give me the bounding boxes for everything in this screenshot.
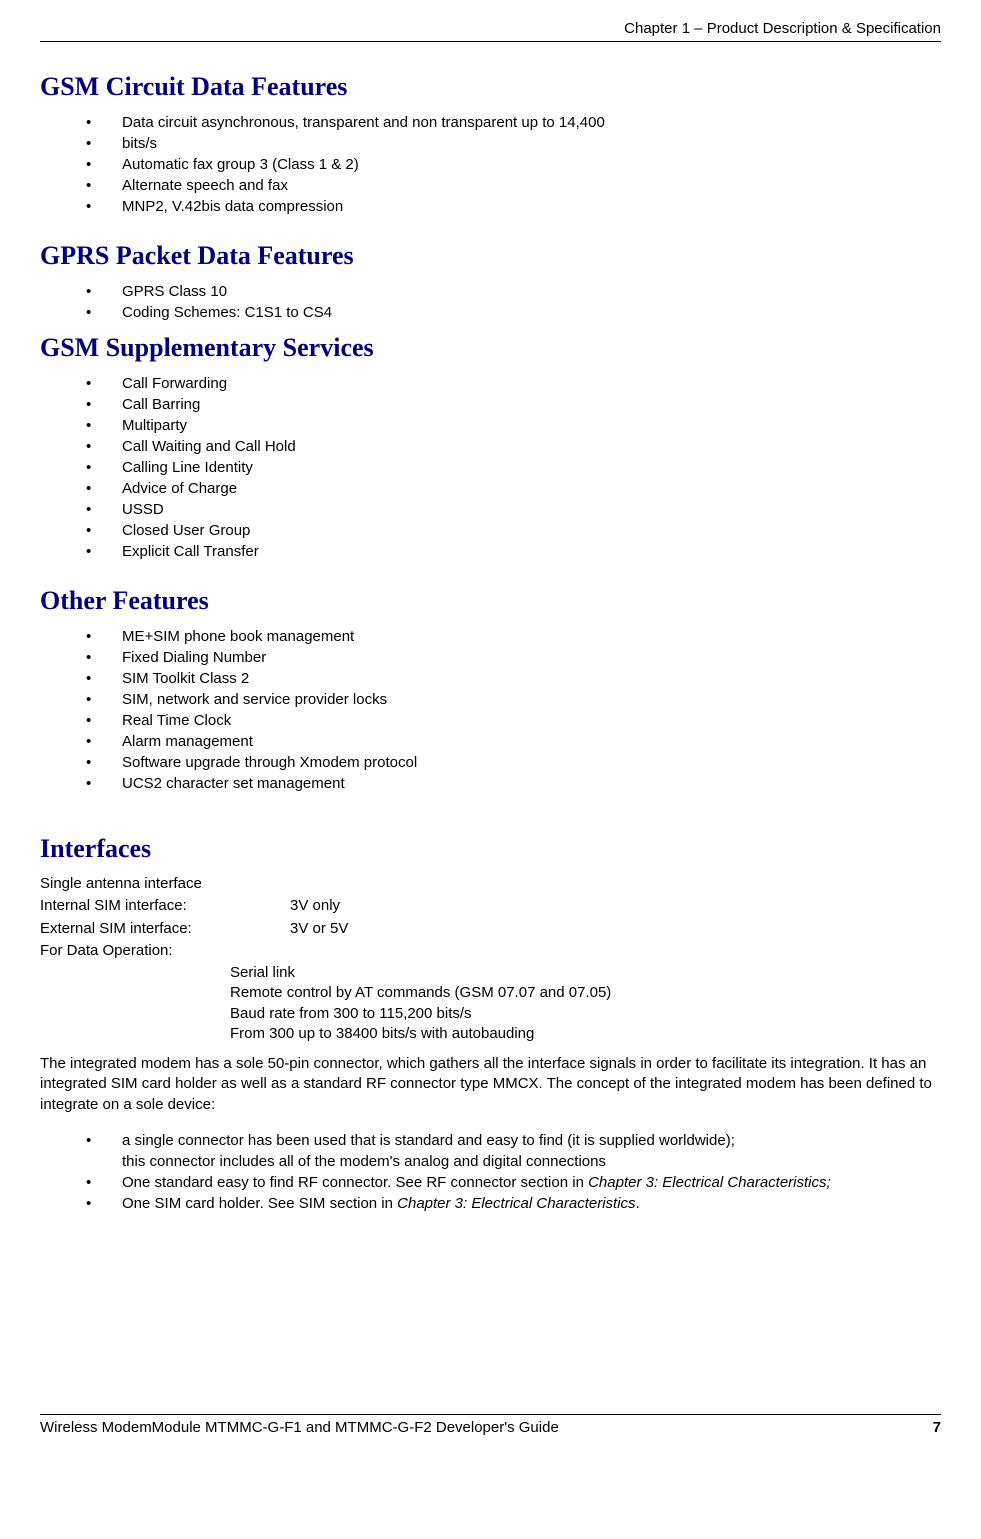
list-item: One standard easy to find RF connector. … [86, 1172, 941, 1193]
list-item: Automatic fax group 3 (Class 1 & 2) [86, 154, 941, 175]
sim-external-value: 3V or 5V [290, 920, 348, 937]
list-item: Call Waiting and Call Hold [86, 436, 941, 457]
list-item: SIM, network and service provider locks [86, 689, 941, 710]
bullet-text: One SIM card holder. See SIM section in [122, 1195, 397, 1212]
list-item: bits/s [86, 133, 941, 154]
list-item: Call Barring [86, 394, 941, 415]
heading-other: Other Features [40, 586, 941, 616]
sim-external-label: External SIM interface: [40, 919, 290, 939]
list-gsm-supp: Call Forwarding Call Barring Multiparty … [40, 373, 941, 562]
list-item: Explicit Call Transfer [86, 541, 941, 562]
indented-line: Baud rate from 300 to 115,200 bits/s [230, 1004, 941, 1024]
sim-internal-label: Internal SIM interface: [40, 896, 290, 916]
list-item: Coding Schemes: C1S1 to CS4 [86, 302, 941, 323]
heading-gsm-supp: GSM Supplementary Services [40, 333, 941, 363]
list-item: UCS2 character set management [86, 773, 941, 794]
list-item: Closed User Group [86, 520, 941, 541]
footer-left: Wireless ModemModule MTMMC-G-F1 and MTMM… [40, 1419, 559, 1436]
list-item: Software upgrade through Xmodem protocol [86, 752, 941, 773]
list-item: Advice of Charge [86, 478, 941, 499]
bullet-text: this connector includes all of the modem… [122, 1153, 606, 1170]
list-item: Data circuit asynchronous, transparent a… [86, 112, 941, 133]
interfaces-indented: Serial link Remote control by AT command… [40, 963, 941, 1044]
list-item: USSD [86, 499, 941, 520]
list-item: a single connector has been used that is… [86, 1130, 941, 1172]
indented-line: From 300 up to 38400 bits/s with autobau… [230, 1024, 941, 1044]
list-interfaces-body: a single connector has been used that is… [40, 1130, 941, 1214]
interfaces-line: Internal SIM interface:3V only [40, 896, 941, 916]
heading-gsm-circuit: GSM Circuit Data Features [40, 72, 941, 102]
sim-internal-value: 3V only [290, 897, 340, 914]
list-gprs: GPRS Class 10 Coding Schemes: C1S1 to CS… [40, 281, 941, 323]
heading-interfaces: Interfaces [40, 834, 941, 864]
page-footer: Wireless ModemModule MTMMC-G-F1 and MTMM… [40, 1414, 941, 1436]
bullet-text: One standard easy to find RF connector. … [122, 1174, 588, 1191]
list-item: GPRS Class 10 [86, 281, 941, 302]
list-item: Alternate speech and fax [86, 175, 941, 196]
list-item: Alarm management [86, 731, 941, 752]
list-item: MNP2, V.42bis data compression [86, 196, 941, 217]
indented-line: Serial link [230, 963, 941, 983]
bullet-text: . [636, 1195, 640, 1212]
list-other: ME+SIM phone book management Fixed Diali… [40, 626, 941, 794]
heading-gprs: GPRS Packet Data Features [40, 241, 941, 271]
list-gsm-circuit: Data circuit asynchronous, transparent a… [40, 112, 941, 217]
list-item: SIM Toolkit Class 2 [86, 668, 941, 689]
list-item: Calling Line Identity [86, 457, 941, 478]
interfaces-body: The integrated modem has a sole 50-pin c… [40, 1054, 941, 1115]
chapter-header: Chapter 1 – Product Description & Specif… [40, 20, 941, 42]
interfaces-line: For Data Operation: [40, 941, 941, 961]
interfaces-line: External SIM interface:3V or 5V [40, 919, 941, 939]
list-item: ME+SIM phone book management [86, 626, 941, 647]
list-item: Fixed Dialing Number [86, 647, 941, 668]
bullet-text: a single connector has been used that is… [122, 1132, 735, 1149]
bullet-italic: Chapter 3: Electrical Characteristics; [588, 1174, 831, 1191]
indented-line: Remote control by AT commands (GSM 07.07… [230, 983, 941, 1003]
list-item: Multiparty [86, 415, 941, 436]
footer-right: 7 [933, 1419, 941, 1436]
interfaces-line: Single antenna interface [40, 874, 941, 894]
list-item: One SIM card holder. See SIM section in … [86, 1193, 941, 1214]
bullet-italic: Chapter 3: Electrical Characteristics [397, 1195, 635, 1212]
list-item: Call Forwarding [86, 373, 941, 394]
list-item: Real Time Clock [86, 710, 941, 731]
